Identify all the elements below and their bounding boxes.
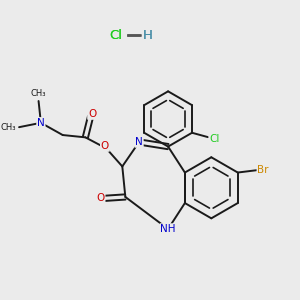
Text: H: H bbox=[142, 29, 152, 42]
Text: NH: NH bbox=[160, 224, 176, 234]
Text: Cl: Cl bbox=[209, 134, 220, 144]
Text: O: O bbox=[88, 109, 96, 119]
Text: O: O bbox=[101, 141, 109, 151]
Text: CH₃: CH₃ bbox=[1, 123, 16, 132]
Text: Br: Br bbox=[257, 165, 269, 175]
Text: CH₃: CH₃ bbox=[31, 89, 46, 98]
Text: Cl: Cl bbox=[109, 29, 122, 42]
Text: O: O bbox=[97, 194, 105, 203]
Text: H: H bbox=[142, 29, 152, 42]
Text: Cl: Cl bbox=[109, 29, 122, 42]
Text: N: N bbox=[37, 118, 45, 128]
Text: N: N bbox=[135, 137, 143, 147]
